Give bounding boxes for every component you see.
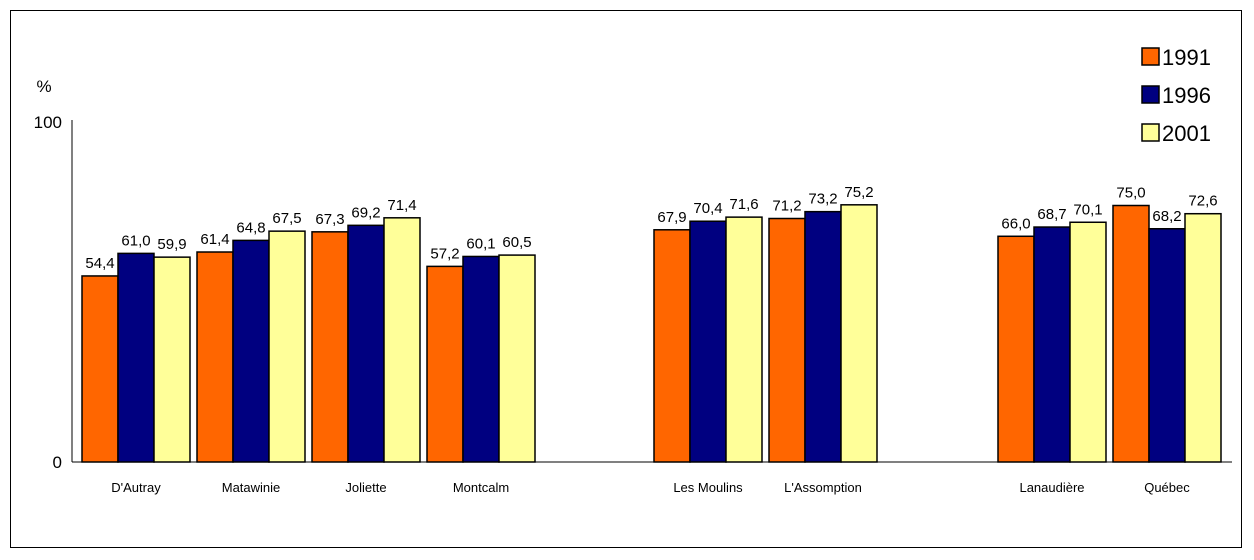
data-label-1996-5: 73,2 [808,191,837,208]
bar-1996-3 [462,255,500,463]
y-tick-label-bottom: 0 [53,453,62,472]
legend-label-1996: 1996 [1162,83,1211,108]
data-label-1991-2: 67,3 [315,211,344,228]
data-label-2001-7: 72,6 [1188,193,1217,210]
bar-1996-4 [689,220,727,463]
legend-swatch-1996 [1141,85,1160,104]
bar-1996-1 [232,239,270,463]
bar-2001-4 [725,216,763,463]
data-label-2001-6: 70,1 [1073,201,1102,218]
bar-2001-0 [153,256,191,463]
bar-1996-6 [1033,226,1071,463]
legend-swatch-1991 [1141,47,1160,66]
bar-1991-4 [653,229,691,463]
y-axis-label: % [36,77,51,96]
bar-1991-1 [196,251,234,463]
data-label-1996-1: 64,8 [236,219,265,236]
legend-swatch-2001 [1141,123,1160,142]
data-label-2001-5: 75,2 [844,184,873,201]
category-label: L'Assomption [784,480,862,495]
data-label-1991-0: 54,4 [85,255,114,272]
data-label-1991-5: 71,2 [772,197,801,214]
bar-2001-3 [498,254,536,463]
bar-1991-7 [1112,204,1150,463]
bars-layer [81,204,1222,463]
bar-1991-0 [81,275,119,463]
bar-1991-3 [426,265,464,463]
category-label: D'Autray [111,480,161,495]
data-label-2001-2: 71,4 [387,197,416,214]
category-label: Joliette [345,480,386,495]
category-label: Montcalm [453,480,509,495]
data-label-2001-3: 60,5 [502,234,531,251]
data-label-1991-4: 67,9 [657,209,686,226]
bar-2001-1 [268,230,306,463]
bar-2001-7 [1184,212,1222,463]
data-label-1996-0: 61,0 [121,232,150,249]
bar-1996-7 [1148,228,1186,463]
category-label: Les Moulins [673,480,743,495]
bar-2001-5 [840,204,878,463]
data-label-1996-6: 68,7 [1037,206,1066,223]
y-tick-label-top: 100 [34,113,62,132]
data-label-2001-1: 67,5 [272,210,301,227]
legend-label-2001: 2001 [1162,121,1211,146]
data-label-1991-6: 66,0 [1001,215,1030,232]
bar-1996-5 [804,210,842,463]
data-label-1996-7: 68,2 [1152,208,1181,225]
bar-2001-6 [1069,221,1107,463]
bar-2001-2 [383,217,421,463]
data-label-1991-3: 57,2 [430,245,459,262]
data-label-1996-2: 69,2 [351,204,380,221]
bar-1991-5 [768,217,806,463]
bar-1996-0 [117,252,155,463]
bar-1991-6 [997,235,1035,463]
bar-1996-2 [347,224,385,463]
data-label-1996-3: 60,1 [466,235,495,252]
labels-layer: 54,4 61,0 59,9 D'Autray 61,4 64,8 67,5 Matawini… [85,184,1217,495]
category-label: Lanaudière [1019,480,1084,495]
category-label: Matawinie [222,480,281,495]
data-label-1991-1: 61,4 [200,231,229,248]
data-label-2001-4: 71,6 [729,196,758,213]
legend: 1991 1996 2001 [1141,45,1211,146]
legend-label-1991: 1991 [1162,45,1211,70]
category-label: Québec [1144,480,1190,495]
data-label-1991-7: 75,0 [1116,185,1145,202]
data-label-2001-0: 59,9 [157,236,186,253]
bar-1991-2 [311,231,349,463]
data-label-1996-4: 70,4 [693,200,722,217]
